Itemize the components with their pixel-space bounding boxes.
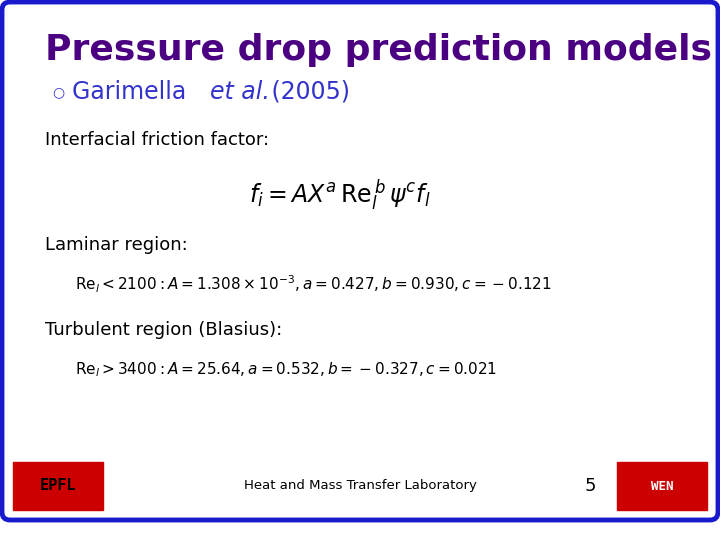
Text: Interfacial friction factor:: Interfacial friction factor: xyxy=(45,131,269,149)
Bar xyxy=(10,460,710,512)
Text: ○: ○ xyxy=(52,85,64,99)
Text: Laminar region:: Laminar region: xyxy=(45,236,188,254)
Text: $\mathrm{Re}_l > 3400 : A = 25.64, a = 0.532, b = -0.327, c = 0.021$: $\mathrm{Re}_l > 3400 : A = 25.64, a = 0… xyxy=(75,361,498,379)
Bar xyxy=(13,462,103,510)
Text: Garimella: Garimella xyxy=(72,80,194,104)
Text: 5: 5 xyxy=(584,477,595,495)
Text: EPFL: EPFL xyxy=(40,478,76,494)
Text: $f_i = AX^a \, \mathrm{Re}_l^{\,b} \, \psi^c f_l$: $f_i = AX^a \, \mathrm{Re}_l^{\,b} \, \p… xyxy=(249,177,431,213)
Bar xyxy=(617,462,707,510)
FancyBboxPatch shape xyxy=(2,2,718,520)
Text: Pressure drop prediction models: Pressure drop prediction models xyxy=(45,33,712,67)
Text: Heat and Mass Transfer Laboratory: Heat and Mass Transfer Laboratory xyxy=(243,480,477,492)
Text: $\mathrm{Re}_l < 2100 : A = 1.308\times10^{-3}, a = 0.427, b = 0.930, c = -0.121: $\mathrm{Re}_l < 2100 : A = 1.308\times1… xyxy=(75,273,552,295)
Text: et al.: et al. xyxy=(210,80,270,104)
Text: WEN: WEN xyxy=(651,480,673,492)
Text: (2005): (2005) xyxy=(264,80,350,104)
Text: Turbulent region (Blasius):: Turbulent region (Blasius): xyxy=(45,321,282,339)
